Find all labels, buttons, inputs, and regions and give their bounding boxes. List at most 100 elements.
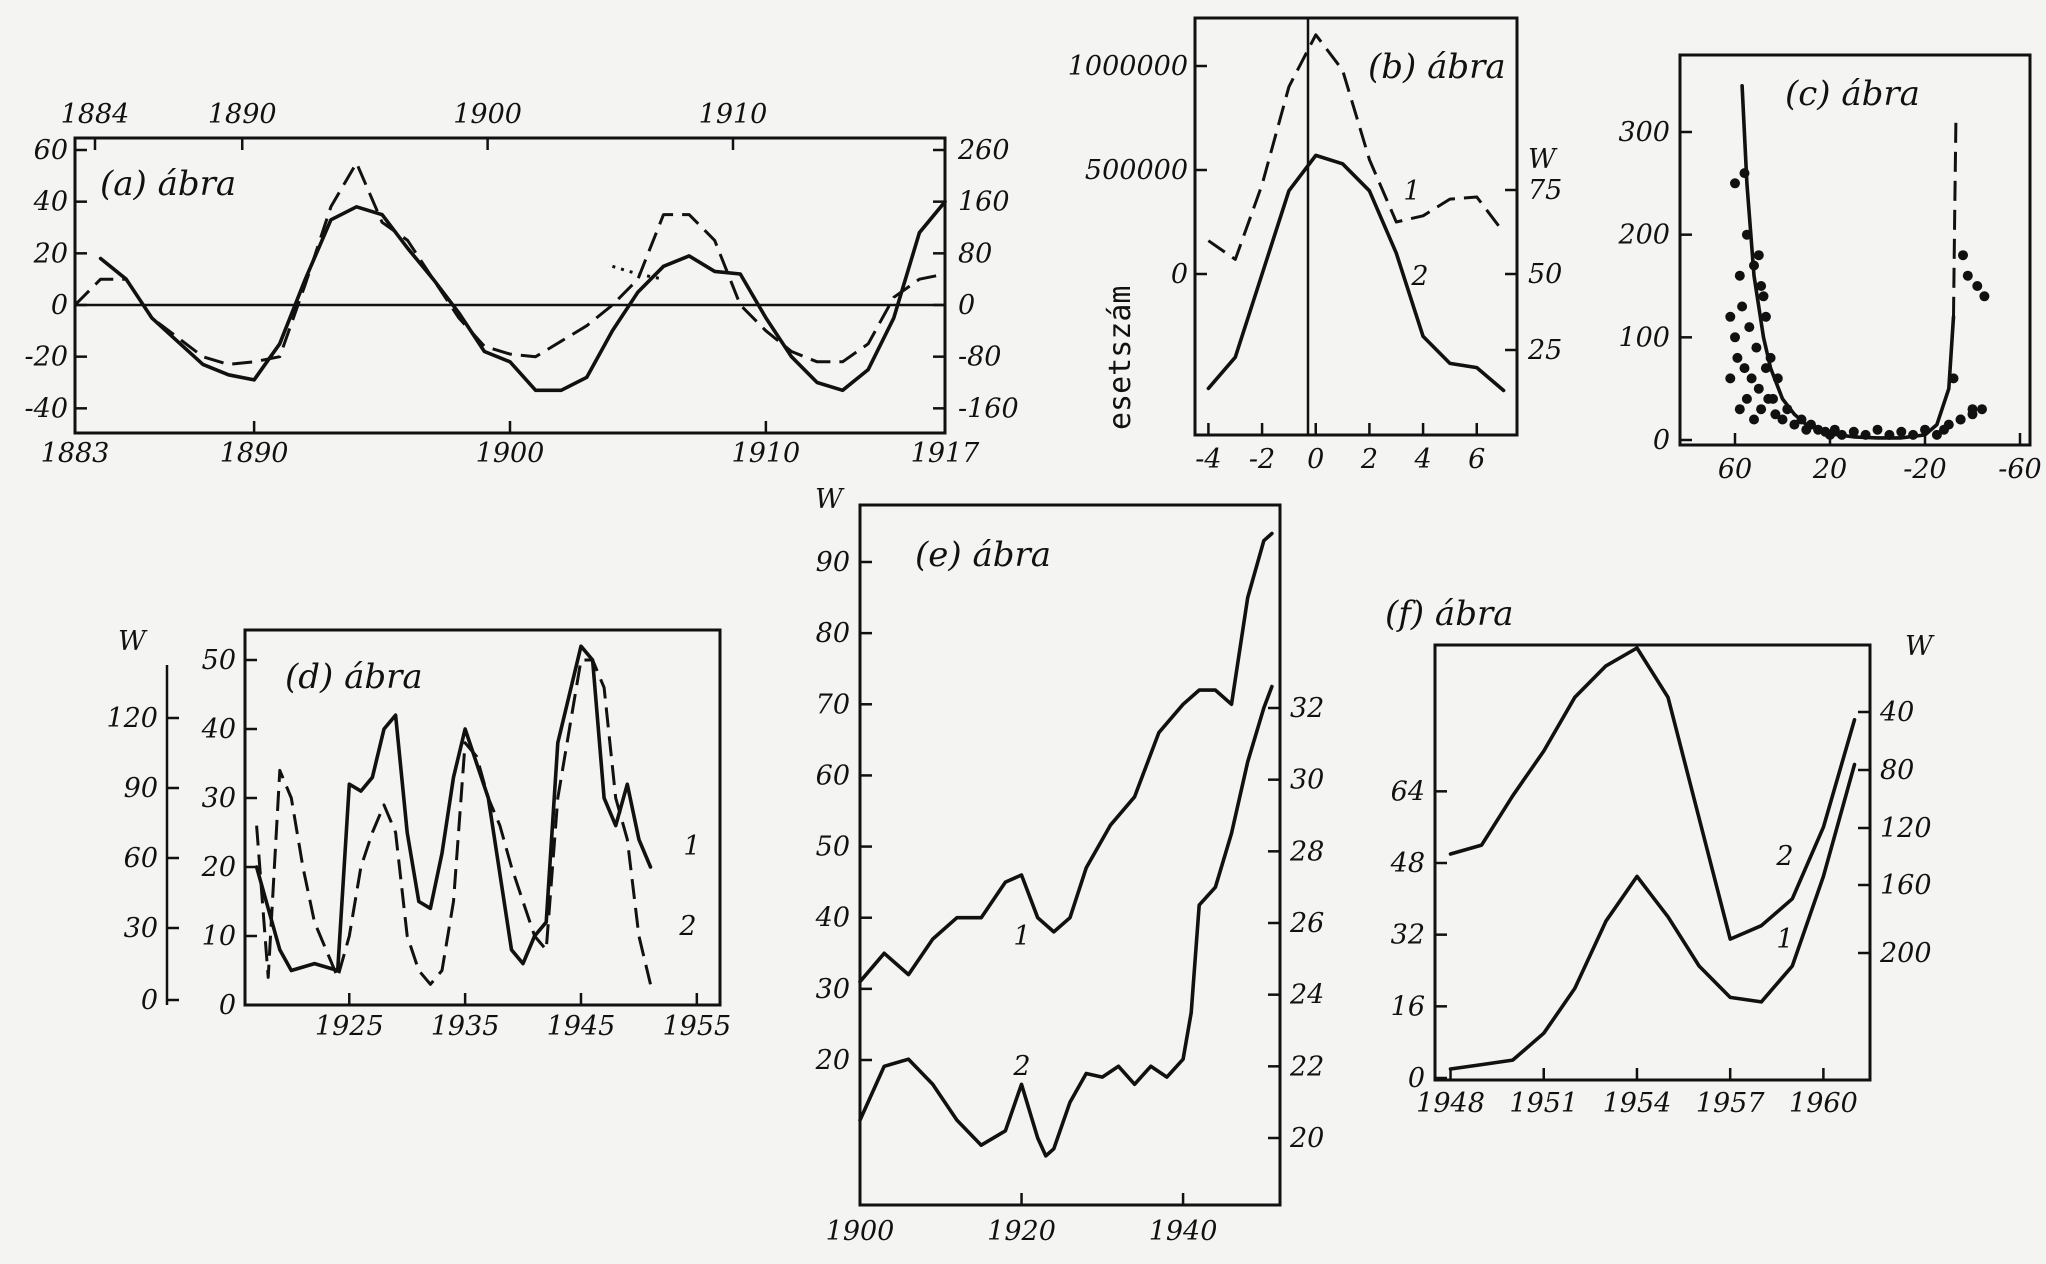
- panel-b-right-tick-labels: 75 50 25: [1505, 175, 1562, 366]
- panel-a-right-tick-label: 80: [958, 238, 992, 269]
- panel-c-point: [1734, 270, 1745, 281]
- panel-f-right-tick-label: 40: [1879, 697, 1914, 728]
- panel-f-left-tick-label: 32: [1391, 920, 1425, 951]
- panel-f-x-tick-label: 1960: [1789, 1088, 1858, 1119]
- panel-e-x-tick-label: 1940: [1149, 1216, 1218, 1247]
- panel-d-series-2-label: 2: [678, 911, 696, 942]
- panel-c-series: [1740, 84, 1958, 440]
- panel-b-left-tick-label: 1000000: [1068, 51, 1188, 82]
- panel-e-x-tick-labels: 1900 1920 1940: [826, 1193, 1218, 1247]
- panel-e-right-tick-label: 22: [1289, 1051, 1324, 1082]
- panel-e-right-tick-label: 26: [1289, 908, 1324, 939]
- panel-e-frame: [858, 503, 1282, 1207]
- panel-b-title: (b) ábra: [1368, 47, 1506, 87]
- panel-e-right-tick-label: 24: [1289, 980, 1324, 1011]
- panel-c-x-tick-label: 20: [1812, 454, 1847, 485]
- panel-b-left-tick-labels: 1000000 500000 0: [1068, 51, 1207, 290]
- panel-e-series-2-line: [858, 684, 1274, 1158]
- panel-f-x-tick-label: 1957: [1696, 1088, 1766, 1119]
- panel-e-left-tick-label: 60: [816, 760, 850, 791]
- panel-b-x-tick-label: 6: [1468, 444, 1485, 475]
- panel-f-series-2-label: 2: [1775, 841, 1793, 872]
- panel-c-point: [1753, 383, 1764, 394]
- panel-c-point: [1725, 373, 1736, 384]
- panel-a-series-2-line: [73, 161, 946, 366]
- panel-a-top-tick-label: 1910: [699, 99, 768, 130]
- panel-b-right-tick-label: 75: [1528, 175, 1562, 206]
- panel-c: (c) ábra 60 20 -20 -60 300 200 100 0: [1617, 53, 2042, 485]
- panel-b-frame: [1193, 16, 1519, 437]
- panel-f-left-tick-label: 16: [1391, 991, 1425, 1022]
- panel-c-point: [1737, 301, 1748, 312]
- panel-e-left-tick-label: 20: [815, 1045, 850, 1076]
- panel-c-point: [1753, 250, 1764, 261]
- panel-c-point: [1972, 281, 1983, 291]
- panel-c-title: (c) ábra: [1785, 74, 1920, 114]
- panel-c-y-tick-label: 100: [1618, 322, 1670, 353]
- panel-c-point: [1939, 424, 1949, 435]
- panel-c-point: [1749, 414, 1759, 425]
- panel-a-left-tick-label: 60: [34, 135, 68, 166]
- panel-d-x-tick-label: 1925: [315, 1011, 384, 1042]
- panel-c-point: [1848, 426, 1859, 437]
- panel-d-outer-tick-label: 120: [106, 703, 158, 734]
- panel-c-points: [1725, 168, 1990, 440]
- panel-c-point: [1770, 409, 1781, 420]
- panel-e-left-tick-label: 30: [816, 974, 850, 1005]
- panel-a-right-tick-label: 260: [957, 135, 1010, 166]
- panel-b-left-tick-label: 500000: [1085, 155, 1188, 186]
- panel-f-right-tick-label: 160: [1880, 870, 1932, 901]
- panel-c-point: [1739, 363, 1750, 374]
- panel-d-outer-tick-label: 60: [124, 843, 158, 874]
- panel-e-left-tick-labels: 90 80 70 60 50 40 30 20: [815, 547, 872, 1076]
- panel-a-left-tick-label: 0: [51, 290, 68, 321]
- panel-b-x-tick-labels: -4 -2 0 2 4 6: [1195, 423, 1485, 475]
- panel-c-y-tick-label: 200: [1617, 220, 1670, 251]
- panel-c-point: [1962, 270, 1973, 281]
- panel-b-right-tick-label: 25: [1527, 335, 1562, 366]
- panel-f-series-2-line: [1448, 646, 1857, 941]
- panel-c-point: [1829, 424, 1840, 435]
- panel-a: (a) ábra 1884 1890 1900 1910 1883 1890 1900 19…: [25, 99, 1019, 469]
- panel-e-x-tick-label: 1900: [826, 1216, 895, 1247]
- panel-f-frame: [1433, 643, 1872, 1082]
- panel-a-left-tick-labels: 60 40 20 0 -20 -40: [25, 135, 87, 424]
- panel-e-series-1-line: [858, 531, 1274, 984]
- panel-c-point: [1967, 409, 1978, 420]
- panel-d-inner-tick-labels: 50 40 30 20 10 0: [201, 645, 257, 1021]
- panel-a-title: (a) ábra: [100, 164, 236, 204]
- panel-b-series-1-line: [1207, 33, 1505, 261]
- panel-c-point: [1777, 414, 1788, 425]
- panel-d-series: 12: [254, 644, 701, 986]
- panel-a-top-tick-label: 1884: [61, 99, 130, 130]
- panel-d-frame: [243, 628, 722, 1007]
- panel-b-right-tick-label: 50: [1528, 259, 1562, 290]
- panel-f-series-1-line: [1448, 762, 1857, 1071]
- panel-e-left-tick-label: 40: [815, 903, 850, 934]
- panel-e: (e) ábra W 1900 1920 1940 90 80 70 60 50 40 30 20…: [815, 484, 1325, 1247]
- panel-c-point: [1734, 404, 1745, 415]
- panel-f-x-tick-label: 1954: [1603, 1088, 1672, 1119]
- panel-e-series-1-label: 1: [1013, 921, 1030, 952]
- panel-e-series-2-label: 2: [1012, 1051, 1030, 1082]
- panel-d-title: (d) ábra: [285, 657, 423, 697]
- panel-d-x-tick-label: 1945: [547, 1011, 616, 1042]
- panel-c-point: [1979, 291, 1990, 302]
- panel-c-point: [1758, 291, 1769, 302]
- panel-e-right-tick-label: 30: [1290, 765, 1324, 796]
- panel-c-point: [1732, 352, 1743, 363]
- panel-f-x-tick-labels: 1948 1951 1954 1957 1960: [1416, 1068, 1858, 1119]
- panel-e-right-tick-label: 20: [1289, 1123, 1324, 1154]
- panel-c-point: [1756, 404, 1767, 415]
- panel-c-point: [1760, 311, 1771, 322]
- panel-b-x-tick-label: 0: [1307, 444, 1324, 475]
- panel-f-right-axis-label: W: [1905, 631, 1935, 662]
- panel-c-curve-2: [1952, 121, 1958, 317]
- panel-c-point: [1756, 281, 1767, 291]
- panel-f-x-tick-label: 1951: [1509, 1088, 1578, 1119]
- panel-a-bottom-tick-labels: 1883 1890 1900 1910 1917: [41, 421, 980, 469]
- panel-e-left-tick-label: 90: [816, 547, 850, 578]
- panel-c-point: [1746, 373, 1757, 384]
- panel-f-left-tick-label: 64: [1391, 776, 1425, 807]
- panel-c-point: [1744, 322, 1755, 333]
